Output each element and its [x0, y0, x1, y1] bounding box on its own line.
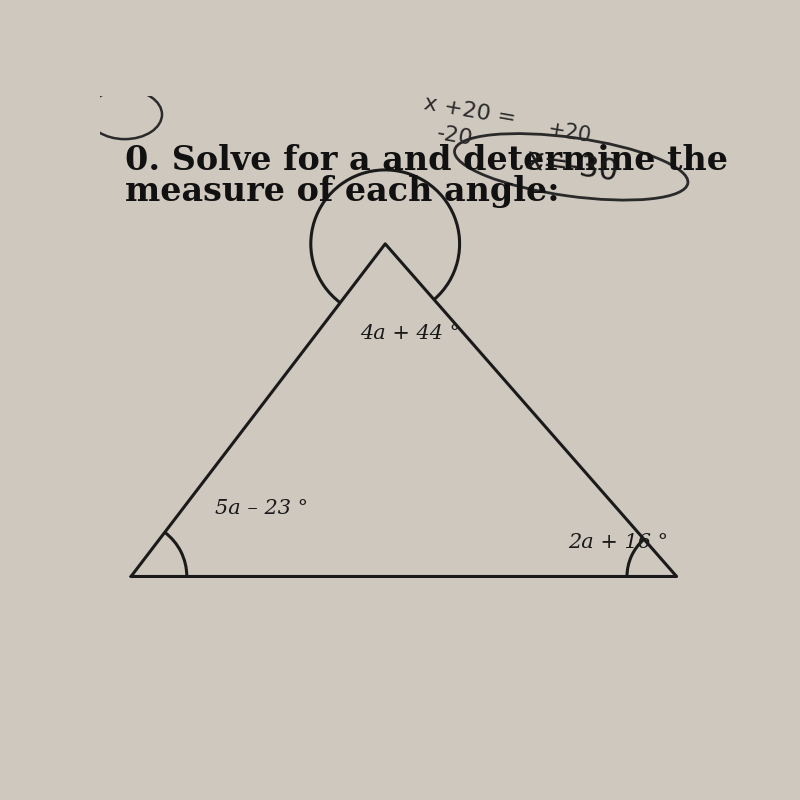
Text: 4a + 44 °: 4a + 44 ° — [360, 324, 460, 342]
Text: +20: +20 — [546, 119, 594, 146]
Text: x=-30: x=-30 — [523, 145, 619, 186]
Text: x +20 =: x +20 = — [422, 94, 518, 130]
Text: -20: -20 — [435, 123, 474, 149]
Text: 0. Solve for a and determine the: 0. Solve for a and determine the — [125, 144, 728, 177]
Text: measure of each angle:: measure of each angle: — [125, 175, 559, 208]
Text: 2a + 16 °: 2a + 16 ° — [568, 533, 668, 552]
Text: 5a – 23 °: 5a – 23 ° — [214, 499, 308, 518]
